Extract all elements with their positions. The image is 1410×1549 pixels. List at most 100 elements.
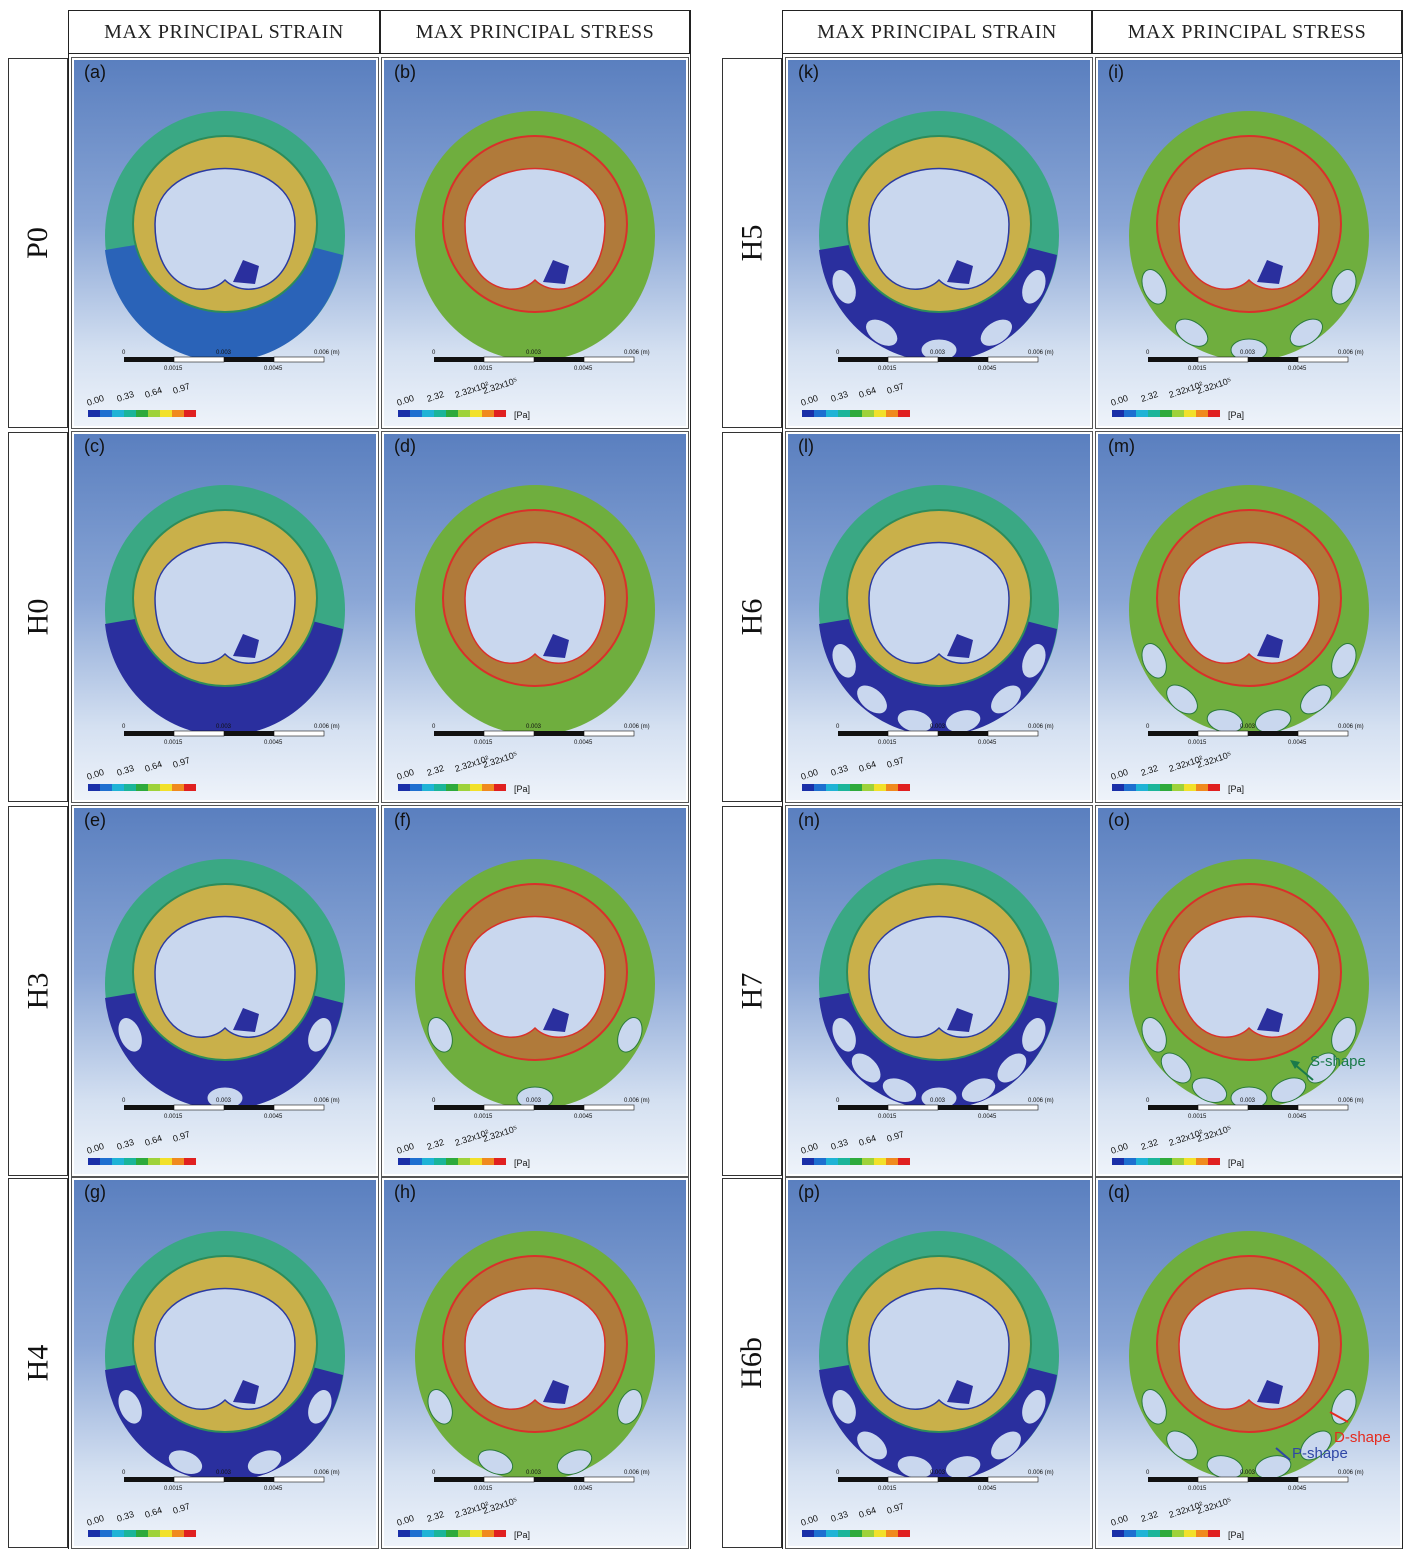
scale-tick-label: 0.0045 [1288, 1114, 1307, 1120]
panel-strain: 0 0.003 0.006 (m) 0.0015 0.0045 0.00 0.33 0.64 0… [71, 1177, 379, 1549]
grid-line [1402, 10, 1403, 1549]
scale-bar-seg [987, 1104, 1039, 1111]
panel-stress: 0 0.003 0.006 (m) 0.0015 0.0045 0.00 2.32 2.32x… [1095, 1177, 1403, 1549]
panel-letter: (i) [1108, 62, 1124, 82]
header-left-strain-text: MAX PRINCIPAL STRAIN [104, 20, 344, 43]
scale-bar-seg [1248, 1477, 1298, 1482]
legend-value: 0.97 [886, 381, 906, 396]
scale-bar-seg [124, 1105, 174, 1110]
panel-graphic: 0 0.003 0.006 (m) 0.0015 0.0045 0.00 2.32 2.32x… [396, 111, 655, 420]
legend-swatch [482, 784, 494, 791]
p-shape-label: P-shape [1292, 1445, 1348, 1462]
inner-band-edge [1156, 509, 1342, 687]
scale-bar-seg [987, 356, 1039, 363]
wall-hole [1300, 1430, 1332, 1461]
panel-letter: (h) [394, 1182, 416, 1202]
lumen [868, 1287, 1010, 1410]
scale-tick-label: 0.0015 [164, 1486, 183, 1492]
legend-value: 0.00 [800, 1141, 820, 1156]
legend-swatch [1148, 784, 1160, 791]
legend-value: 2.32 [426, 389, 446, 404]
legend-swatch [398, 1530, 410, 1537]
legend-swatch [410, 784, 422, 791]
scale-tick-label: 0.0015 [878, 1486, 897, 1492]
legend-swatch [1172, 1530, 1184, 1537]
legend-swatch [838, 1158, 850, 1165]
legend-swatch [802, 410, 814, 417]
panel-letter: (m) [1108, 436, 1135, 456]
legend-swatch [172, 1530, 184, 1537]
legend-swatch [898, 1530, 910, 1537]
scale-bar-seg [483, 356, 535, 363]
scale-tick-label: 0.0045 [264, 366, 283, 372]
legend-swatch [1112, 1530, 1124, 1537]
inner-band-edge [442, 135, 628, 313]
lumen [464, 1287, 606, 1410]
scale-bar-seg [887, 730, 939, 737]
inner-band-edge [132, 509, 318, 687]
header-right-strain: MAX PRINCIPAL STRAIN [782, 10, 1092, 54]
legend-value: 0.64 [858, 385, 878, 400]
scale-tick-label: 0.0045 [1288, 1486, 1307, 1492]
legend-swatch [458, 410, 470, 417]
legend-swatch [422, 1158, 434, 1165]
scale-tick-label: 0 [122, 1470, 126, 1476]
scale-tick-label: 0.003 [216, 350, 232, 356]
lumen [154, 167, 296, 290]
legend-swatch [184, 410, 196, 417]
legend-swatch [434, 410, 446, 417]
legend-swatch [88, 410, 100, 417]
legend-swatch [826, 1530, 838, 1537]
panel-strain: 0 0.003 0.006 (m) 0.0015 0.0045 0.00 0.33 0.64 0… [785, 431, 1093, 803]
scale-tick-label: 0.0045 [1288, 366, 1307, 372]
wall-hole [881, 1077, 918, 1103]
scale-tick-label: 0.003 [526, 724, 542, 730]
scale-bar-seg [173, 730, 225, 737]
row-label: H6b [722, 1178, 782, 1548]
legend-swatch [862, 784, 874, 791]
legend-swatch [148, 410, 160, 417]
legend-swatch [886, 410, 898, 417]
plaque-protrusion [1257, 1008, 1283, 1032]
wall-hole [117, 1017, 143, 1053]
d-shape-arrow [1329, 1411, 1349, 1423]
legend-swatch [802, 784, 814, 791]
legend-swatch [1136, 410, 1148, 417]
panel-graphic: 0 0.003 0.006 (m) 0.0015 0.0045 0.00 2.32 2.32x… [396, 485, 655, 794]
legend-swatch [100, 410, 112, 417]
scale-tick-label: 0.0045 [978, 366, 997, 372]
wall-hole [1270, 1077, 1307, 1103]
legend-value: 0.64 [858, 1505, 878, 1520]
panel-graphic: 0 0.003 0.006 (m) 0.0015 0.0045 0.00 0.33 0.64 0… [800, 1231, 1059, 1537]
legend-value: 0.00 [1110, 393, 1130, 408]
inner-band-edge [846, 1255, 1032, 1433]
scale-tick-label: 0.006 (m) [624, 1470, 650, 1476]
scale-tick-label: 0.0015 [474, 366, 493, 372]
scale-tick-label: 0.003 [216, 724, 232, 730]
wall-hole [617, 1389, 643, 1425]
scale-bar-seg [483, 730, 535, 737]
panel-strain: 0 0.003 0.006 (m) 0.0015 0.0045 0.00 0.33 0.64 0… [71, 431, 379, 803]
legend-swatch [874, 784, 886, 791]
legend-swatch [1124, 1158, 1136, 1165]
wall-hole [1306, 1052, 1338, 1084]
legend-value: 0.64 [144, 759, 164, 774]
lumen [1178, 1287, 1320, 1410]
row-label-text: H0 [20, 598, 54, 636]
row-label: H6 [722, 432, 782, 802]
wall-hole [990, 684, 1022, 715]
legend-swatch [422, 784, 434, 791]
legend-swatch [886, 784, 898, 791]
legend-unit: [Pa] [514, 1530, 530, 1540]
s-shape-arrowhead [1290, 1060, 1300, 1069]
legend-swatch [494, 1530, 506, 1537]
legend-swatch [470, 410, 482, 417]
scale-tick-label: 0.006 (m) [624, 724, 650, 730]
legend-value: 0.97 [886, 1129, 906, 1144]
scale-tick-label: 0.0045 [574, 366, 593, 372]
legend-swatch [100, 1530, 112, 1537]
scale-bar-seg [1248, 1105, 1298, 1110]
legend-swatch [160, 1158, 172, 1165]
legend-swatch [160, 1530, 172, 1537]
panel-graphic: 0 0.003 0.006 (m) 0.0015 0.0045 0.00 2.32 2.32x… [1110, 111, 1369, 420]
